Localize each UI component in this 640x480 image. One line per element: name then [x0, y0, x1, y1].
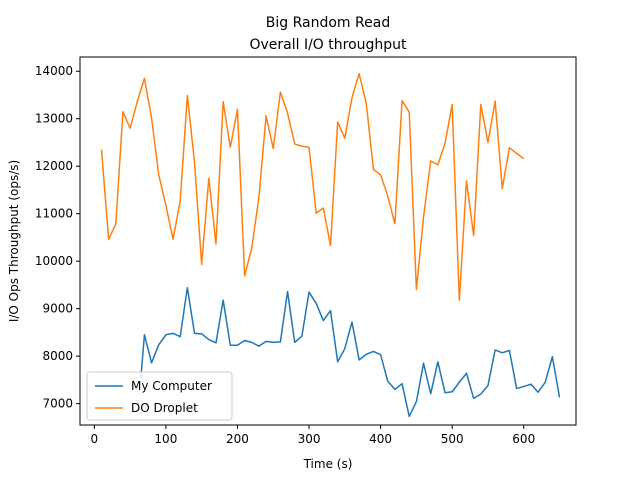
y-tick-label: 12000 — [35, 159, 73, 173]
series-layer — [100, 72, 561, 418]
x-axis-label: Time (s) — [303, 457, 353, 471]
y-tick-label: 14000 — [35, 64, 73, 78]
x-tick-label: 100 — [154, 432, 177, 446]
x-tick-label: 500 — [441, 432, 464, 446]
y-tick-label: 10000 — [35, 254, 73, 268]
y-tick-label: 13000 — [35, 112, 73, 126]
y-tick-label: 11000 — [35, 207, 73, 221]
series-line-my-computer — [140, 287, 561, 418]
x-tick-label: 200 — [226, 432, 249, 446]
x-tick-label: 0 — [90, 432, 98, 446]
x-tick-label: 600 — [512, 432, 535, 446]
y-axis-label: I/O Ops Throughput (ops/s) — [7, 160, 21, 322]
series-line-do-droplet — [100, 72, 525, 301]
legend-box — [86, 371, 233, 421]
x-tick-label: 300 — [298, 432, 321, 446]
x-tick-label: 400 — [369, 432, 392, 446]
chart-title-line-1: Big Random Read — [266, 15, 390, 31]
x-axis-ticks: 0 100 200 300 400 500 600 — [90, 425, 535, 446]
y-tick-label: 7000 — [42, 397, 73, 411]
chart-title-line-2: Overall I/O throughput — [249, 37, 407, 53]
y-tick-label: 8000 — [42, 349, 73, 363]
y-axis-ticks: 7000 8000 9000 10000 11000 12000 13000 14000 — [35, 64, 80, 411]
legend-label-my-computer: My Computer — [131, 379, 212, 393]
legend-label-do-droplet: DO Droplet — [131, 401, 198, 415]
y-tick-label: 9000 — [42, 302, 73, 316]
plot-area-frame — [79, 56, 577, 426]
legend: My Computer DO Droplet — [86, 371, 233, 421]
